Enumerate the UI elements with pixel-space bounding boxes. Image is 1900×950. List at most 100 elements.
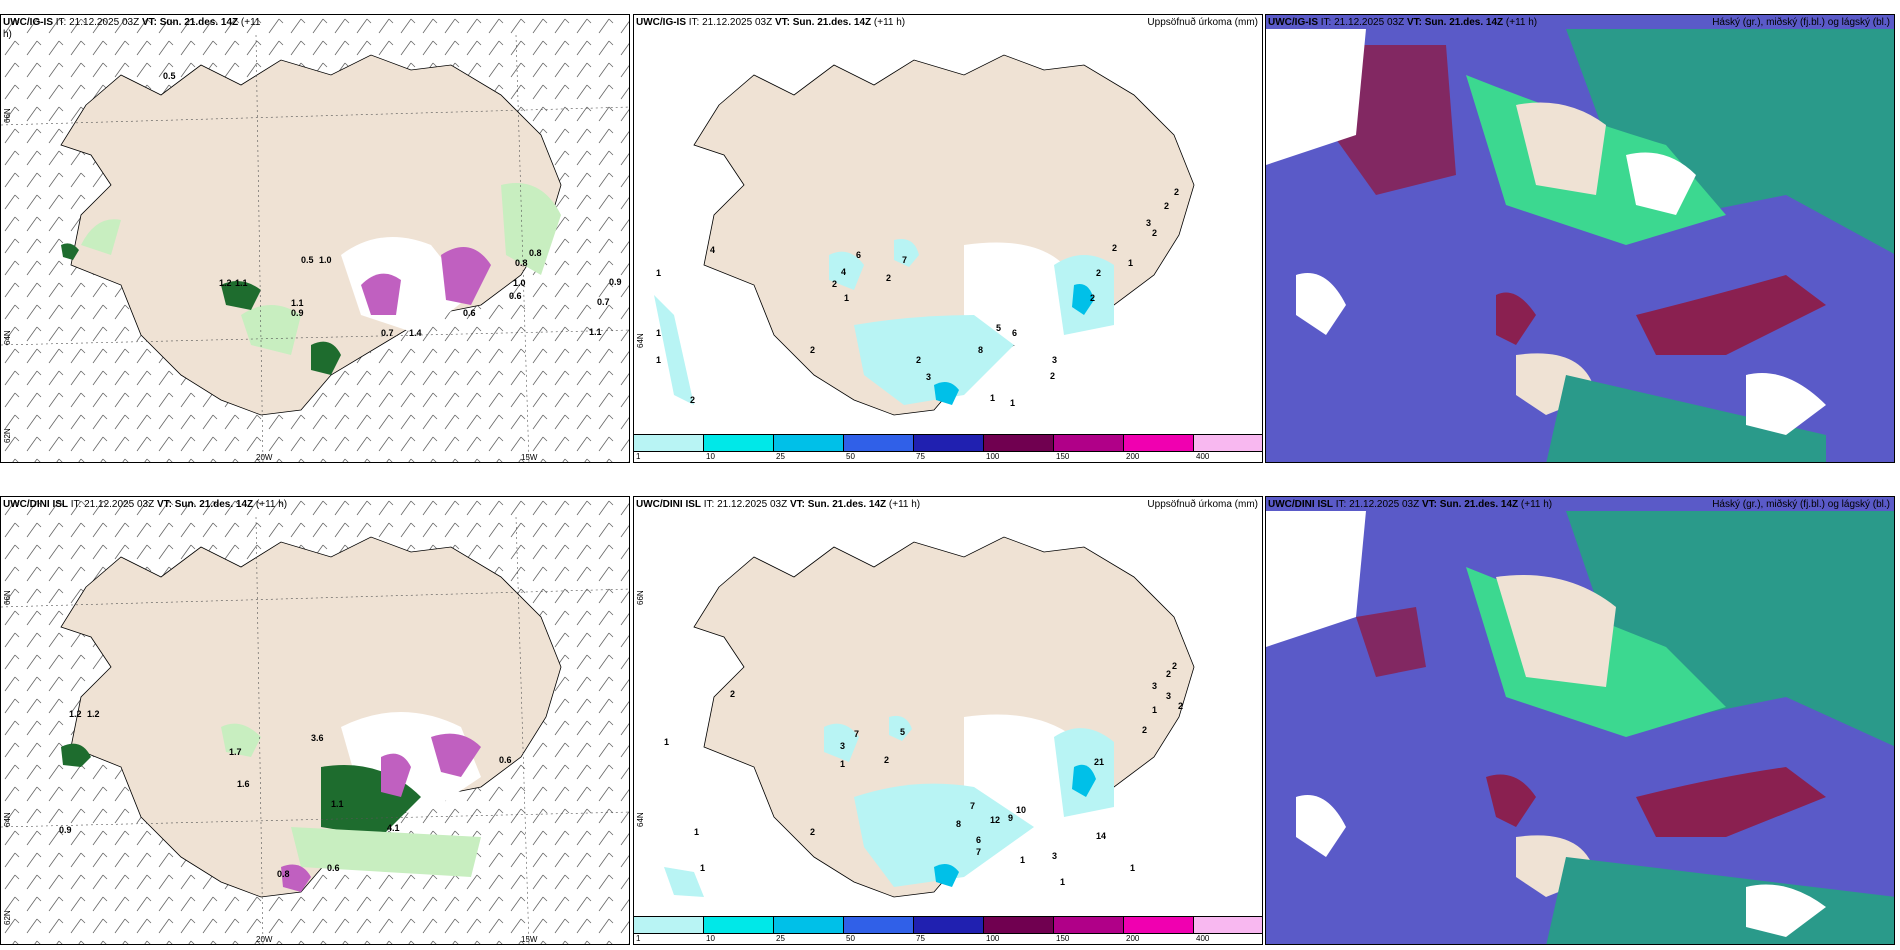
colorbar-tick: 150 (1056, 934, 1070, 943)
wind-label: 0.9 (291, 308, 304, 318)
wind-label: 0.6 (463, 308, 476, 318)
precip-label: 21 (1094, 757, 1105, 767)
precip-label: 3 (1166, 691, 1172, 701)
precip-map (664, 536, 1195, 898)
wind-label: 0.9 (59, 825, 72, 835)
cloud-map (1266, 511, 1894, 944)
precip-label: 2 (1164, 201, 1170, 211)
precip-label: 3 (926, 372, 932, 382)
colorbar-cell (1054, 917, 1124, 933)
cloud-panel-ig: UWC/IG-IS IT: 21.12.2025 03Z VT: Sun. 21… (1265, 14, 1895, 463)
precip-label: 1 (664, 737, 670, 747)
wind-label: 1.0 (319, 255, 332, 265)
precip-label: 1 (656, 268, 662, 278)
lat-label: 64N (636, 333, 645, 348)
colorbar-cell (844, 435, 914, 451)
colorbar-tick: 400 (1196, 934, 1210, 943)
panel-variable-title: Háský (gr.), miðský (fj.bl.) og lágský (… (1712, 499, 1890, 510)
precip-label: 1 (1010, 398, 1016, 408)
precip-label: 2 (1090, 293, 1096, 303)
precip-label: 2 (1152, 228, 1158, 238)
precip-label: 1 (990, 393, 996, 403)
wind-label: 0.8 (277, 869, 290, 879)
wind-label: 0.7 (381, 328, 394, 338)
colorbar-cell (914, 435, 984, 451)
colorbar-cell (984, 917, 1054, 933)
colorbar-cell (634, 917, 704, 933)
precip-label: 7 (970, 801, 976, 811)
precip-label: 6 (976, 835, 982, 845)
precip-label: 1 (1020, 855, 1026, 865)
cloud-panel-dini: UWC/DINI ISL IT: 21.12.2025 03Z VT: Sun.… (1265, 496, 1895, 945)
precip-label: 1 (844, 293, 850, 303)
lon-label: 15W (521, 453, 538, 462)
precip-label: 1 (694, 827, 700, 837)
precip-label: 2 (1174, 187, 1180, 197)
wind-label: 0.5 (301, 255, 314, 265)
iceland-land (60, 54, 562, 416)
precip-label: 8 (956, 819, 962, 829)
lat-label: 64N (636, 812, 645, 827)
colorbar-tick: 50 (846, 452, 855, 461)
colorbar-cell (634, 435, 704, 451)
wind-label: 0.6 (499, 755, 512, 765)
colorbar-cell (1194, 435, 1262, 451)
lon-label: 20W (256, 453, 273, 462)
precip-label: 5 (900, 727, 906, 737)
lon-label: 15W (521, 935, 538, 944)
colorbar-cell (774, 917, 844, 933)
wind-map (1, 15, 629, 462)
precip-label: 1 (1152, 705, 1158, 715)
wind-label: 1.7 (229, 747, 242, 757)
precip-label: 1 (1128, 258, 1134, 268)
precip-label: 1 (700, 863, 706, 873)
wind-map (1, 497, 629, 944)
wind-label: 1.4 (409, 328, 422, 338)
precip-label: 3 (840, 741, 846, 751)
precip-label: 1 (656, 355, 662, 365)
colorbar-cell (844, 917, 914, 933)
precip-label: 6 (856, 250, 862, 260)
precip-panel-dini: UWC/DINI ISL IT: 21.12.2025 03Z VT: Sun.… (633, 496, 1263, 945)
lon-label: 20W (256, 935, 273, 944)
colorbar-tick: 200 (1126, 934, 1140, 943)
precip-label: 1 (1130, 863, 1136, 873)
colorbar-tick: 75 (916, 934, 925, 943)
precip-label: 2 (886, 273, 892, 283)
wind-label: 0.8 (515, 258, 528, 268)
lat-label: 62N (3, 428, 12, 443)
lat-label: 66N (3, 108, 12, 123)
colorbar-cell (1124, 917, 1194, 933)
panel-variable-title: Uppsöfnuð úrkoma (mm) (1147, 499, 1258, 510)
panel-title: UWC/DINI ISL IT: 21.12.2025 03Z VT: Sun.… (3, 499, 288, 510)
precip-label: 2 (730, 689, 736, 699)
colorbar-cell (704, 917, 774, 933)
colorbar-cell (984, 435, 1054, 451)
wind-label: 1.2 (69, 709, 82, 719)
wind-label: 0.9 (609, 277, 622, 287)
colorbar-tick: 1 (636, 452, 641, 461)
precip-label: 2 (1050, 371, 1056, 381)
precip-label: 1 (656, 328, 662, 338)
precip-label: 2 (884, 755, 890, 765)
colorbar-tick: 75 (916, 452, 925, 461)
wind-label: 1.2 (87, 709, 100, 719)
precip-label: 2 (810, 345, 816, 355)
colorbar-cell (774, 435, 844, 451)
precip-label: 2 (1166, 669, 1172, 679)
colorbar-tick: 100 (986, 934, 1000, 943)
lat-label: 64N (3, 812, 12, 827)
colorbar-tick: 150 (1056, 452, 1070, 461)
wind-label: 1.1 (291, 298, 304, 308)
wind-label: 1.2 (219, 278, 232, 288)
wind-label: 1.1 (331, 799, 344, 809)
wind-label: 3.6 (311, 733, 324, 743)
precip-label: 2 (1172, 661, 1178, 671)
wind-label: 0.6 (327, 863, 340, 873)
precip-label: 4 (841, 267, 847, 277)
lat-label: 62N (3, 910, 12, 925)
panel-title: UWC/DINI ISL IT: 21.12.2025 03Z VT: Sun.… (1268, 499, 1553, 510)
wind-label: 1.1 (589, 327, 602, 337)
colorbar-tick: 10 (706, 934, 715, 943)
panel-variable-title: Háský (gr.), miðský (fj.bl.) og lágský (… (1712, 17, 1890, 28)
